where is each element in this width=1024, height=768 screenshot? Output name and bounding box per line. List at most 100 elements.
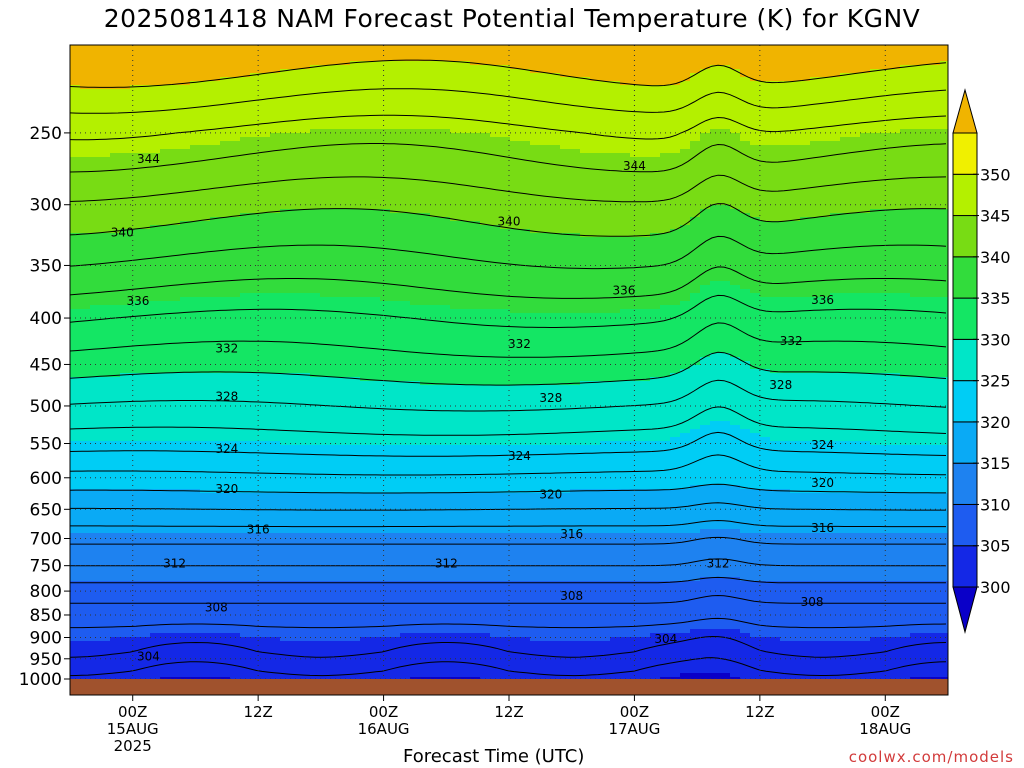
contour-fill-cell — [370, 209, 380, 297]
contour-fill-cell — [120, 489, 130, 533]
contour-fill-cell — [930, 493, 940, 533]
contour-fill-cell — [890, 45, 900, 69]
contour-fill-cell — [630, 85, 640, 157]
contour-fill-cell — [770, 81, 780, 145]
contour-fill-cell — [180, 85, 190, 149]
contour-fill-cell — [820, 493, 830, 533]
contour-fill-cell — [800, 45, 810, 81]
contour-fill-cell — [940, 61, 948, 129]
contour-fill-cell — [790, 297, 800, 373]
contour-line-344 — [70, 143, 947, 173]
contour-fill-cell — [210, 297, 220, 373]
contour-fill-cell — [230, 581, 240, 633]
contour-fill-cell — [510, 45, 520, 69]
contour-fill-cell — [280, 373, 290, 445]
contour-fill-cell — [320, 581, 330, 641]
contour-fill-cell — [690, 629, 700, 673]
contour-fill-cell — [280, 641, 290, 679]
contour-fill-cell — [680, 45, 690, 81]
contour-fill-cell — [560, 45, 570, 77]
contour-fill-cell — [390, 381, 400, 445]
contour-fill-cell — [230, 45, 240, 77]
contour-fill-cell — [740, 213, 750, 289]
contour-fill-cell — [560, 385, 570, 445]
contour-fill-cell — [150, 489, 160, 533]
contour-fill-cell — [710, 281, 720, 353]
contour-fill-cell — [320, 533, 330, 581]
contour-fill-cell — [370, 381, 380, 445]
contour-fill-cell — [840, 293, 850, 373]
contour-fill-cell — [350, 581, 360, 641]
contour-line-308 — [70, 594, 946, 604]
contour-fill-cell — [450, 133, 460, 221]
contour-fill-cell — [300, 69, 310, 133]
contour-label: 316 — [560, 527, 583, 541]
contour-fill-cell — [910, 377, 920, 445]
colorbar: 300 305 310 315 320 325 330 335 340 345 350 — [952, 88, 1011, 634]
contour-fill-cell — [200, 373, 210, 441]
contour-fill-cell — [780, 581, 790, 641]
contour-fill-cell — [440, 633, 450, 677]
contour-fill-cell — [420, 129, 430, 213]
contour-fill-cell — [910, 209, 920, 297]
contour-fill-cell — [640, 381, 650, 441]
contour-fill-cell — [870, 637, 880, 679]
contour-fill-cell — [930, 581, 940, 633]
contour-fill-cell — [690, 581, 700, 629]
contour-fill-cell — [470, 633, 480, 677]
contour-fill-cell — [180, 677, 190, 679]
contour-fill-cell — [500, 445, 510, 493]
contour-fill-cell — [900, 293, 910, 377]
contour-fill-cell — [190, 533, 200, 581]
contour-fill-cell — [690, 533, 700, 581]
contour-fill-cell — [90, 157, 100, 233]
contour-fill-cell — [200, 45, 210, 81]
contour-fill-cell — [220, 677, 230, 679]
contour-fill-cell — [700, 577, 710, 629]
contour-fill-cell — [910, 45, 920, 65]
contour-fill-cell — [610, 637, 620, 679]
contour-fill-cell — [450, 581, 460, 633]
contour-fill-cell — [290, 493, 300, 533]
contour-fill-cell — [140, 45, 150, 85]
contour-fill-cell — [500, 581, 510, 637]
contour-fill-cell — [80, 89, 90, 157]
contour-fill-cell — [780, 221, 790, 297]
contour-fill-cell — [670, 373, 680, 437]
contour-fill-cell — [600, 81, 610, 153]
contour-fill-cell — [870, 133, 880, 209]
contour-label: 344 — [623, 159, 646, 173]
contour-fill-cell — [380, 209, 390, 301]
contour-fill-cell — [200, 677, 210, 679]
contour-fill-cell — [570, 533, 580, 581]
contour-fill-cell — [840, 493, 850, 533]
contour-fill-cell — [340, 641, 350, 679]
contour-fill-cell — [670, 677, 680, 679]
contour-fill-cell — [410, 533, 420, 581]
contour-fill-cell — [550, 145, 560, 233]
contour-fill-cell — [120, 305, 130, 373]
contour-fill-cell — [880, 293, 890, 373]
contour-fill-cell — [860, 373, 870, 441]
contour-fill-cell — [120, 373, 130, 441]
contour-fill-cell — [900, 45, 910, 65]
contour-fill-cell — [320, 445, 330, 493]
contour-fill-cell — [390, 445, 400, 493]
contour-fill-cell — [260, 581, 270, 637]
contour-fill-cell — [280, 581, 290, 641]
colorbar-swatch — [952, 173, 978, 217]
contour-fill-cell — [350, 209, 360, 297]
contour-fill-cell — [250, 45, 260, 73]
colorbar-over-arrow — [952, 88, 978, 134]
contour-fill-cell — [280, 533, 290, 581]
contour-fill-cell — [100, 377, 110, 441]
contour-fill-cell — [580, 237, 590, 313]
contour-fill-cell — [750, 81, 760, 145]
contour-fill-cell — [560, 641, 570, 679]
contour-fill-cell — [560, 149, 570, 233]
contour-fill-cell — [140, 301, 150, 373]
contour-fill-cell — [600, 489, 610, 533]
contour-fill-cell — [760, 489, 770, 533]
contour-fill-cell — [640, 441, 650, 489]
